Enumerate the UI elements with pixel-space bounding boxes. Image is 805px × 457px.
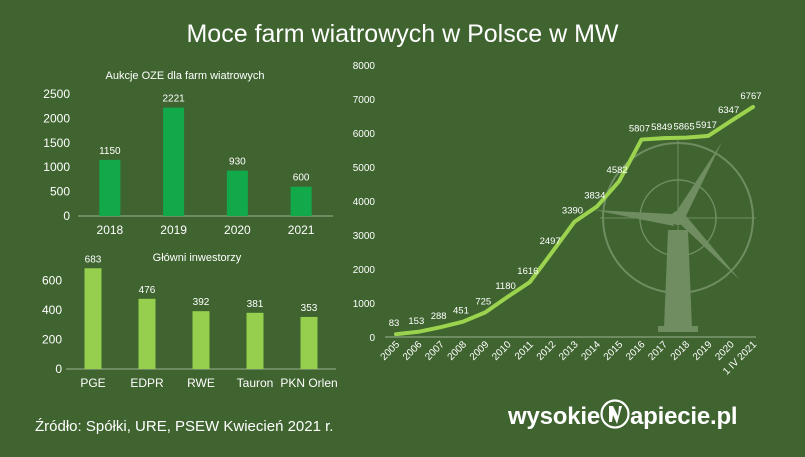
auctions-y-tick-label: 500	[50, 185, 70, 199]
capacity-y-tick-label: 3000	[353, 231, 376, 242]
capacity-data-label: 4582	[607, 165, 628, 176]
brand-logo: wysokie apiecie.pl	[508, 399, 738, 436]
auctions-data-label: 2221	[163, 94, 186, 105]
capacity-y-tick-label: 5000	[353, 163, 376, 174]
investors-bar	[246, 312, 264, 369]
investors-data-label: 683	[85, 254, 102, 265]
investors-data-label: 392	[193, 297, 210, 308]
auctions-y-tick-label: 1000	[43, 160, 70, 174]
auctions-bar	[163, 107, 185, 216]
auctions-data-label: 1150	[99, 146, 121, 157]
investors-y-tick-label: 200	[42, 333, 62, 347]
capacity-data-label: 5849	[651, 122, 672, 133]
investors-x-tick-label: Tauron	[237, 376, 274, 390]
investors-bar	[192, 311, 210, 369]
capacity-y-tick-label: 7000	[353, 95, 376, 106]
capacity-x-tick-label: 2010	[490, 339, 514, 363]
source-footnote: Źródło: Spółki, URE, PSEW Kwiecień 2021 …	[35, 418, 334, 435]
auctions-bar	[99, 159, 121, 216]
investors-y-tick-label: 400	[42, 303, 62, 317]
capacity-data-label: 2497	[540, 236, 561, 247]
capacity-y-tick-label: 8000	[353, 61, 376, 72]
auctions-y-tick-label: 2000	[43, 111, 70, 125]
capacity-data-label: 5807	[629, 124, 650, 135]
investors-data-label: 476	[139, 285, 156, 296]
investors-x-tick-label: PGE	[80, 376, 105, 390]
capacity-data-label: 1616	[517, 266, 538, 277]
capacity-x-tick-label: 2018	[669, 339, 693, 363]
capacity-y-tick-label: 0	[369, 333, 375, 344]
auctions-bar	[290, 186, 312, 216]
capacity-x-tick-label: 2014	[579, 339, 603, 363]
capacity-y-tick-label: 1000	[353, 299, 376, 310]
capacity-data-label: 153	[408, 316, 424, 327]
capacity-data-label: 6347	[718, 105, 739, 116]
auctions-data-label: 600	[293, 173, 310, 184]
investors-x-tick-label: EDPR	[130, 376, 164, 390]
capacity-y-tick-label: 6000	[353, 129, 376, 140]
investors-y-tick-label: 0	[55, 362, 62, 376]
auctions-y-tick-label: 2500	[43, 87, 70, 101]
capacity-x-tick-label: 2013	[557, 339, 581, 363]
capacity-series-line	[394, 104, 755, 337]
capacity-x-tick-label: 2015	[602, 339, 626, 363]
investors-data-label: 353	[301, 303, 318, 314]
investors-bar	[300, 316, 318, 369]
capacity-x-tick-label: 2005	[379, 339, 403, 363]
capacity-x-tick-label: 2009	[468, 339, 492, 363]
investors-y-tick-label: 600	[42, 274, 62, 288]
bolt-n-logo-icon	[600, 399, 630, 436]
capacity-x-tick-label: 2019	[691, 339, 715, 363]
auctions-bar	[226, 170, 248, 216]
brand-logo-lead: wysokie	[508, 402, 600, 430]
investors-bar	[84, 268, 102, 369]
capacity-x-tick-label: 2017	[646, 339, 670, 363]
capacity-data-label: 725	[475, 296, 491, 307]
brand-logo-trail: apiecie.pl	[630, 402, 738, 430]
capacity-data-label: 83	[389, 318, 400, 329]
page-title: Moce farm wiatrowych w Polsce w MW	[186, 20, 619, 48]
capacity-x-tick-label: 2007	[423, 339, 447, 363]
capacity-x-tick-label: 2011	[513, 339, 536, 362]
capacity-data-label: 5865	[673, 122, 694, 133]
capacity-data-label: 451	[453, 306, 469, 317]
auctions-x-tick-label: 2019	[160, 223, 187, 237]
capacity-data-label: 3390	[562, 206, 583, 217]
auctions-y-tick-label: 1500	[43, 136, 70, 150]
capacity-data-label: 3834	[584, 191, 605, 202]
investors-x-tick-label: PKN Orlen	[280, 376, 337, 390]
wind-turbine-watermark-icon	[594, 140, 756, 332]
capacity-data-label: 6767	[740, 91, 761, 102]
investors-bar	[138, 298, 156, 369]
capacity-x-tick-label: 2016	[624, 339, 648, 363]
capacity-x-tick-label: 2012	[535, 339, 559, 363]
capacity-x-tick-label: 2008	[446, 339, 470, 363]
auctions-y-tick-label: 0	[63, 209, 70, 223]
capacity-y-tick-label: 4000	[353, 197, 376, 208]
capacity-data-label: 1180	[495, 281, 515, 292]
capacity-x-tick-label: 2006	[401, 339, 425, 363]
auctions-x-tick-label: 2018	[97, 223, 124, 237]
auctions-data-label: 930	[229, 157, 246, 168]
auctions-x-tick-label: 2020	[224, 223, 251, 237]
capacity-y-tick-label: 2000	[353, 265, 376, 276]
auctions-x-tick-label: 2021	[288, 223, 315, 237]
auctions-chart-title: Aukcje OZE dla farm wiatrowych	[106, 70, 265, 82]
investors-data-label: 381	[247, 299, 264, 310]
investors-chart-title: Główni inwestorzy	[153, 252, 242, 264]
investors-x-tick-label: RWE	[187, 376, 215, 390]
capacity-data-label: 5917	[696, 120, 717, 131]
capacity-data-label: 288	[431, 311, 447, 322]
